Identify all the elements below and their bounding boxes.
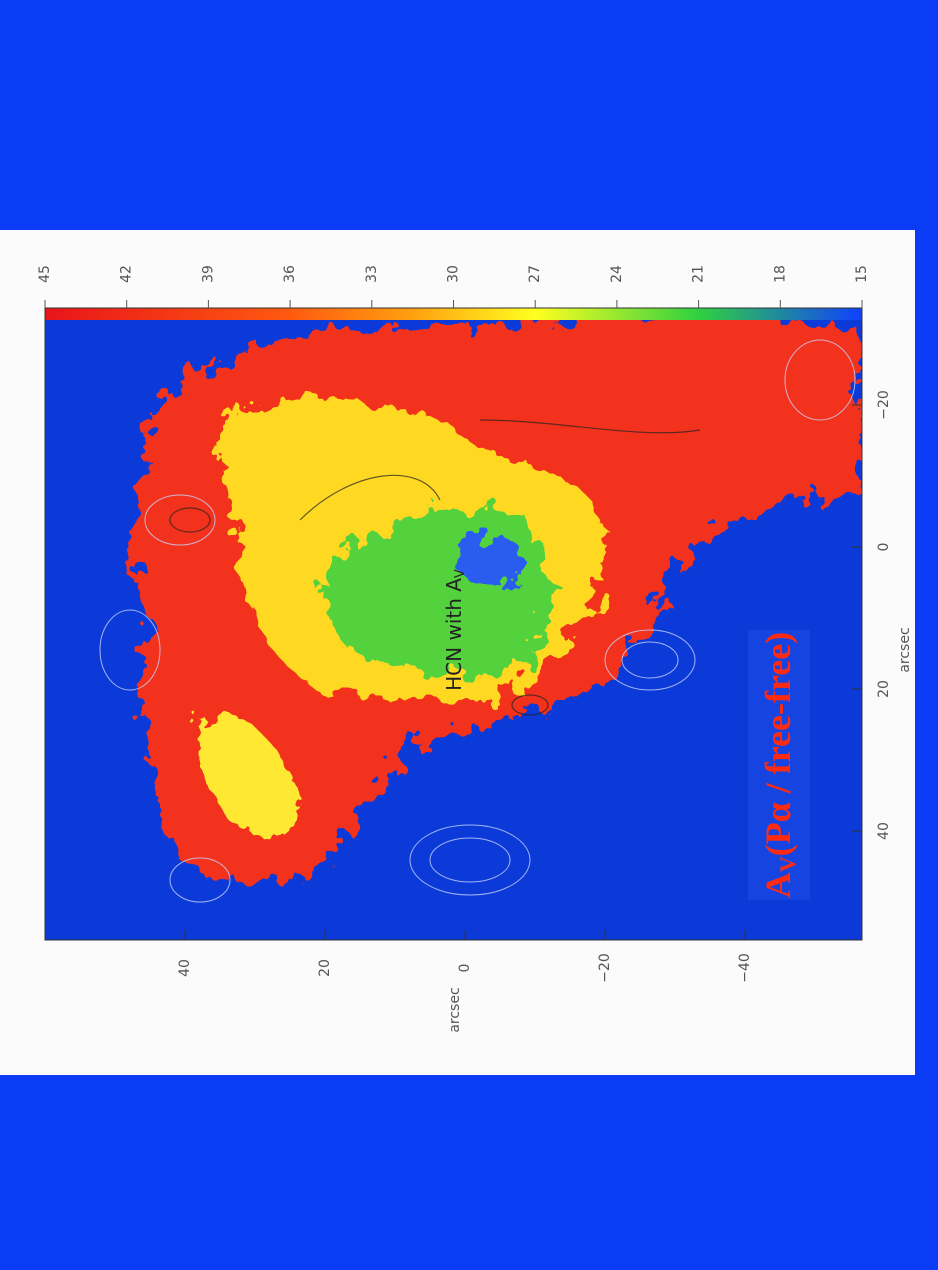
colorbar-tick-label: 18 — [772, 265, 788, 283]
colorbar-tick-label: 15 — [854, 265, 870, 283]
page: 45 42 39 36 33 30 27 24 21 18 15 40 20 0 −20 −40 arcsec −… — [0, 0, 938, 1270]
axis-tick-label: 20 — [317, 959, 333, 977]
annotation-subscript: V — [775, 856, 800, 872]
annotation-main: A — [758, 872, 798, 898]
colorbar-tick-label: 30 — [446, 265, 462, 283]
axis-tick-label: −20 — [876, 390, 892, 420]
axis-tick-label: 0 — [457, 964, 473, 973]
title-text: HCN with A — [442, 578, 466, 691]
axis-label: arcsec — [447, 987, 463, 1032]
title-subscript: V — [453, 569, 468, 578]
chart-title: HCN with AV — [442, 569, 468, 691]
axis-tick-label: −40 — [737, 953, 753, 983]
colorbar-tick-label: 39 — [200, 265, 216, 283]
axis-label: arcsec — [897, 627, 913, 672]
axis-tick-label: 40 — [177, 959, 193, 977]
axis-tick-label: 40 — [876, 822, 892, 840]
axis-tick-label: −20 — [597, 953, 613, 983]
colorbar-tick-label: 36 — [282, 265, 298, 283]
colorbar-tick-label: 24 — [609, 265, 625, 283]
colorbar-tick-label: 42 — [119, 265, 135, 283]
axis-tick-label: 0 — [876, 543, 892, 552]
axis-tick-label: 20 — [876, 680, 892, 698]
annotation-rest: (Pα / free-free) — [758, 632, 798, 857]
colorbar-tick-label: 21 — [691, 265, 707, 283]
colorbar-tick-label: 45 — [37, 265, 53, 283]
colorbar-tick-label: 33 — [364, 265, 380, 283]
colorbar-tick-label: 27 — [527, 265, 543, 283]
colorbar — [45, 308, 862, 320]
